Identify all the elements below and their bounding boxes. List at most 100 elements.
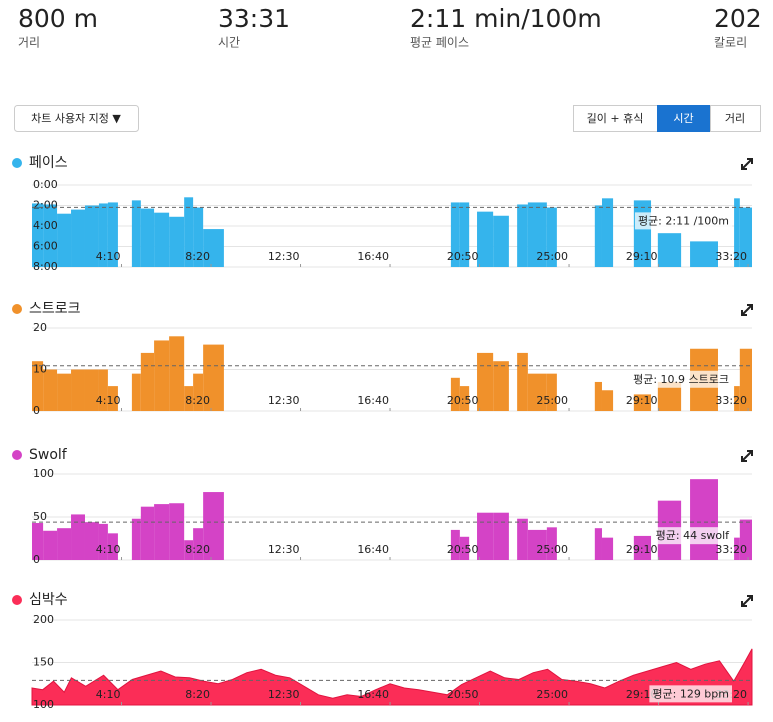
tab[interactable]: 길이 + 휴식: [573, 105, 658, 132]
bar: [477, 512, 494, 560]
y-tick-label: 6:00: [33, 240, 58, 253]
average-label: 평균: 2:11 /100m: [638, 214, 729, 227]
y-tick-label: 2:00: [33, 199, 58, 212]
tab-frame: [657, 105, 711, 132]
chart-title: 페이스: [29, 155, 68, 171]
legend-dot: [12, 158, 22, 168]
bar: [450, 202, 460, 267]
stat-value: 33:31: [218, 4, 290, 33]
tab-label: 길이 + 휴식: [587, 112, 644, 125]
bar: [32, 203, 44, 267]
average-label: 평균: 10.9 스트로크: [633, 373, 729, 386]
bar: [459, 202, 470, 267]
expand-icon: [741, 595, 753, 607]
tab[interactable]: 시간: [657, 105, 711, 132]
bar: [184, 197, 194, 267]
bar: [734, 198, 740, 267]
expand-button[interactable]: [741, 304, 753, 316]
customize-button[interactable]: 차트 사용자 지정 ▼: [14, 105, 139, 132]
bar: [450, 529, 460, 560]
bar: [527, 373, 547, 411]
bar: [734, 537, 740, 560]
bar: [84, 522, 99, 560]
bar: [184, 386, 194, 411]
bar: [690, 479, 718, 560]
bar: [154, 340, 170, 411]
bar: [131, 200, 141, 267]
plot: 0:00 2:00 4:00 6:00 8:00 4:10 8:20 12:30 16:40 20…: [32, 178, 752, 273]
bar: [517, 204, 528, 267]
bar: [527, 529, 547, 560]
x-tick-label: 25:00: [536, 394, 568, 407]
bar: [633, 535, 652, 560]
plot: 0 50 100 4:10 8:20 12:30 16:40 20:50 25:00 29:10 3…: [32, 467, 752, 566]
bar: [107, 533, 118, 560]
average-label-bg: [649, 685, 732, 703]
bar: [546, 527, 557, 560]
tab-label: 시간: [673, 112, 693, 125]
average-label-bg: [630, 370, 732, 388]
button-frame: [14, 105, 139, 132]
bar: [477, 352, 494, 411]
x-tick-label: 29:10: [626, 394, 658, 407]
bar: [154, 212, 170, 267]
bar: [131, 518, 141, 560]
x-tick-label: 8:20: [185, 688, 210, 701]
tab[interactable]: 거리: [710, 105, 761, 132]
stat-label: 시간: [218, 36, 240, 50]
bar: [57, 528, 72, 560]
bar: [459, 386, 470, 411]
tab-label: 거리: [725, 112, 745, 125]
bar: [140, 208, 155, 267]
x-tick-label: 12:30: [268, 688, 300, 701]
bar: [169, 216, 185, 267]
x-tick-label: 25:00: [536, 688, 568, 701]
y-tick-label: 0: [33, 553, 40, 566]
x-tick-label: 12:30: [268, 394, 300, 407]
bar: [107, 202, 118, 267]
bar: [84, 205, 99, 267]
bar: [739, 348, 752, 411]
bar: [32, 523, 44, 560]
stat-value: 202: [714, 4, 762, 33]
expand-button[interactable]: [741, 595, 753, 607]
chart-title: Swolf: [29, 447, 68, 463]
legend-dot: [12, 595, 22, 605]
bar: [140, 352, 155, 411]
bar: [71, 514, 85, 560]
bar: [71, 369, 85, 411]
bar: [98, 203, 108, 267]
x-tick-label: 33:20: [715, 543, 747, 556]
tab-frame: [573, 105, 658, 132]
expand-button[interactable]: [741, 450, 753, 462]
legend-dot: [12, 304, 22, 314]
x-tick-label: 16:40: [357, 394, 389, 407]
bar: [107, 386, 118, 411]
bar: [594, 205, 602, 267]
plot: 0 10 20 4:10 8:20 12:30 16:40 20:50 25:00 29:10 33…: [32, 321, 752, 417]
bar: [493, 361, 509, 411]
average-label-bg: [652, 527, 734, 545]
x-tick-label: 20:50: [447, 688, 479, 701]
button-label: 차트 사용자 지정 ▼: [31, 112, 121, 125]
bar: [739, 207, 752, 267]
bar: [517, 518, 528, 560]
bar: [193, 207, 204, 267]
bar: [43, 204, 58, 267]
bar: [203, 492, 224, 560]
bar: [493, 512, 509, 560]
average-label-bg: [634, 212, 732, 230]
bar: [32, 361, 44, 411]
expand-button[interactable]: [741, 158, 753, 170]
chart-title: 스트로크: [29, 301, 81, 317]
bar: [734, 386, 740, 411]
y-tick-label: 4:00: [33, 219, 58, 232]
x-tick-label: 12:30: [268, 543, 300, 556]
x-tick-label: 4:10: [96, 543, 121, 556]
average-label: 평균: 129 bpm: [652, 687, 729, 700]
expand-icon: [741, 304, 753, 316]
tab-frame: [710, 105, 761, 132]
stat-value: 2:11 min/100m: [410, 4, 602, 33]
stats: 800 m 거리 33:31 시간 2:11 min/100m 평균 페이스 2…: [18, 4, 762, 50]
